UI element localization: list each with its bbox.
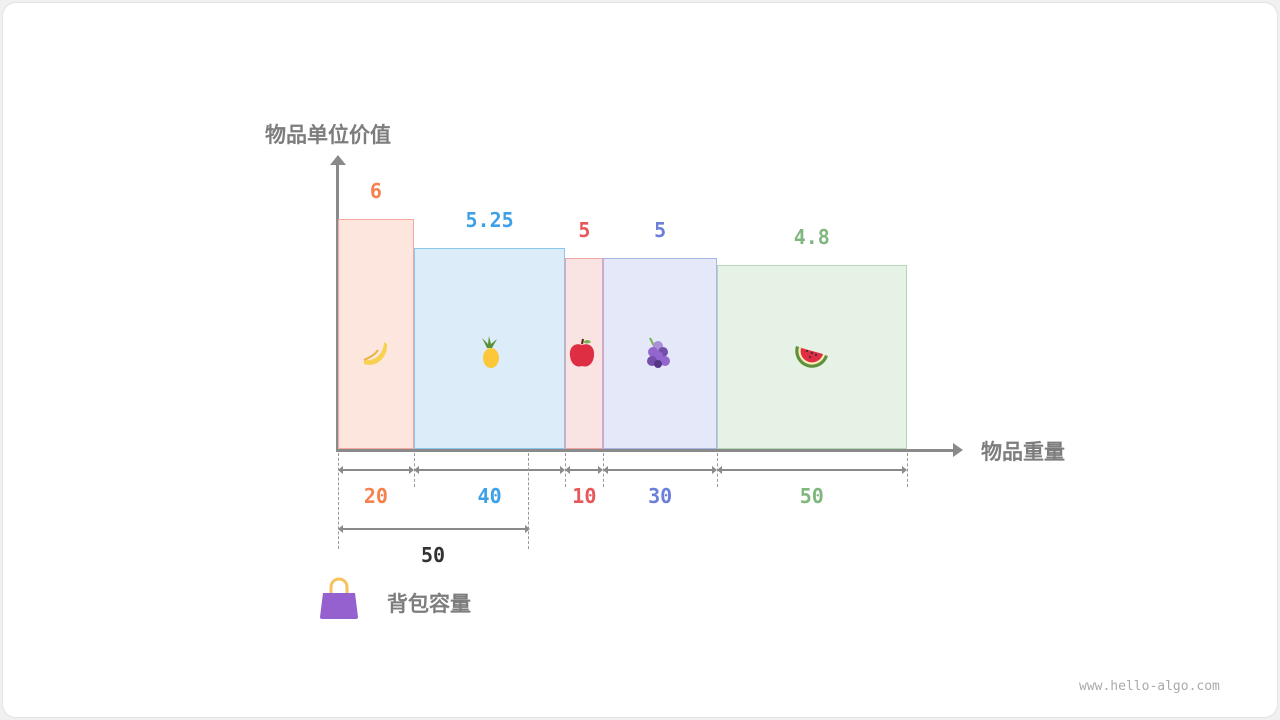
x-axis-arrowhead xyxy=(953,443,963,457)
weight-label: 20 xyxy=(363,484,388,508)
capacity-label: 背包容量 xyxy=(387,592,471,616)
x-axis xyxy=(336,449,956,452)
capacity-guide xyxy=(528,453,529,549)
pineapple-icon xyxy=(481,336,499,368)
unit-value-label: 6 xyxy=(369,179,382,204)
y-axis-title: 物品单位价值 xyxy=(265,123,391,147)
y-axis-arrowhead xyxy=(330,155,346,165)
weight-arrow xyxy=(565,466,604,474)
footer-watermark: www.hello-algo.com xyxy=(1079,679,1220,694)
weight-arrow xyxy=(413,466,565,474)
weight-guide xyxy=(338,453,339,549)
banana-icon xyxy=(363,342,387,365)
weight-label: 10 xyxy=(572,484,597,508)
weight-arrow xyxy=(717,466,906,474)
x-axis-title: 物品重量 xyxy=(981,440,1065,464)
unit-value-label: 4.8 xyxy=(793,225,830,250)
grapes-icon xyxy=(647,337,671,368)
capacity-arrow xyxy=(338,525,530,533)
bar-item-4 xyxy=(717,265,907,449)
weight-arrow xyxy=(603,466,717,474)
weight-label: 30 xyxy=(648,484,673,508)
capacity-value: 50 xyxy=(420,543,446,567)
y-axis xyxy=(336,161,339,451)
weight-arrow xyxy=(338,466,414,474)
unit-value-label: 5 xyxy=(654,217,667,242)
handbag-icon xyxy=(320,577,358,619)
weight-label: 40 xyxy=(477,484,502,508)
apple-icon xyxy=(570,338,595,367)
weight-label: 50 xyxy=(799,484,824,508)
weight-guide xyxy=(906,453,908,487)
unit-value-label: 5.25 xyxy=(465,207,514,232)
bar-item-0 xyxy=(338,219,414,449)
unit-value-label: 5 xyxy=(578,217,591,242)
watermelon-icon xyxy=(794,346,828,368)
